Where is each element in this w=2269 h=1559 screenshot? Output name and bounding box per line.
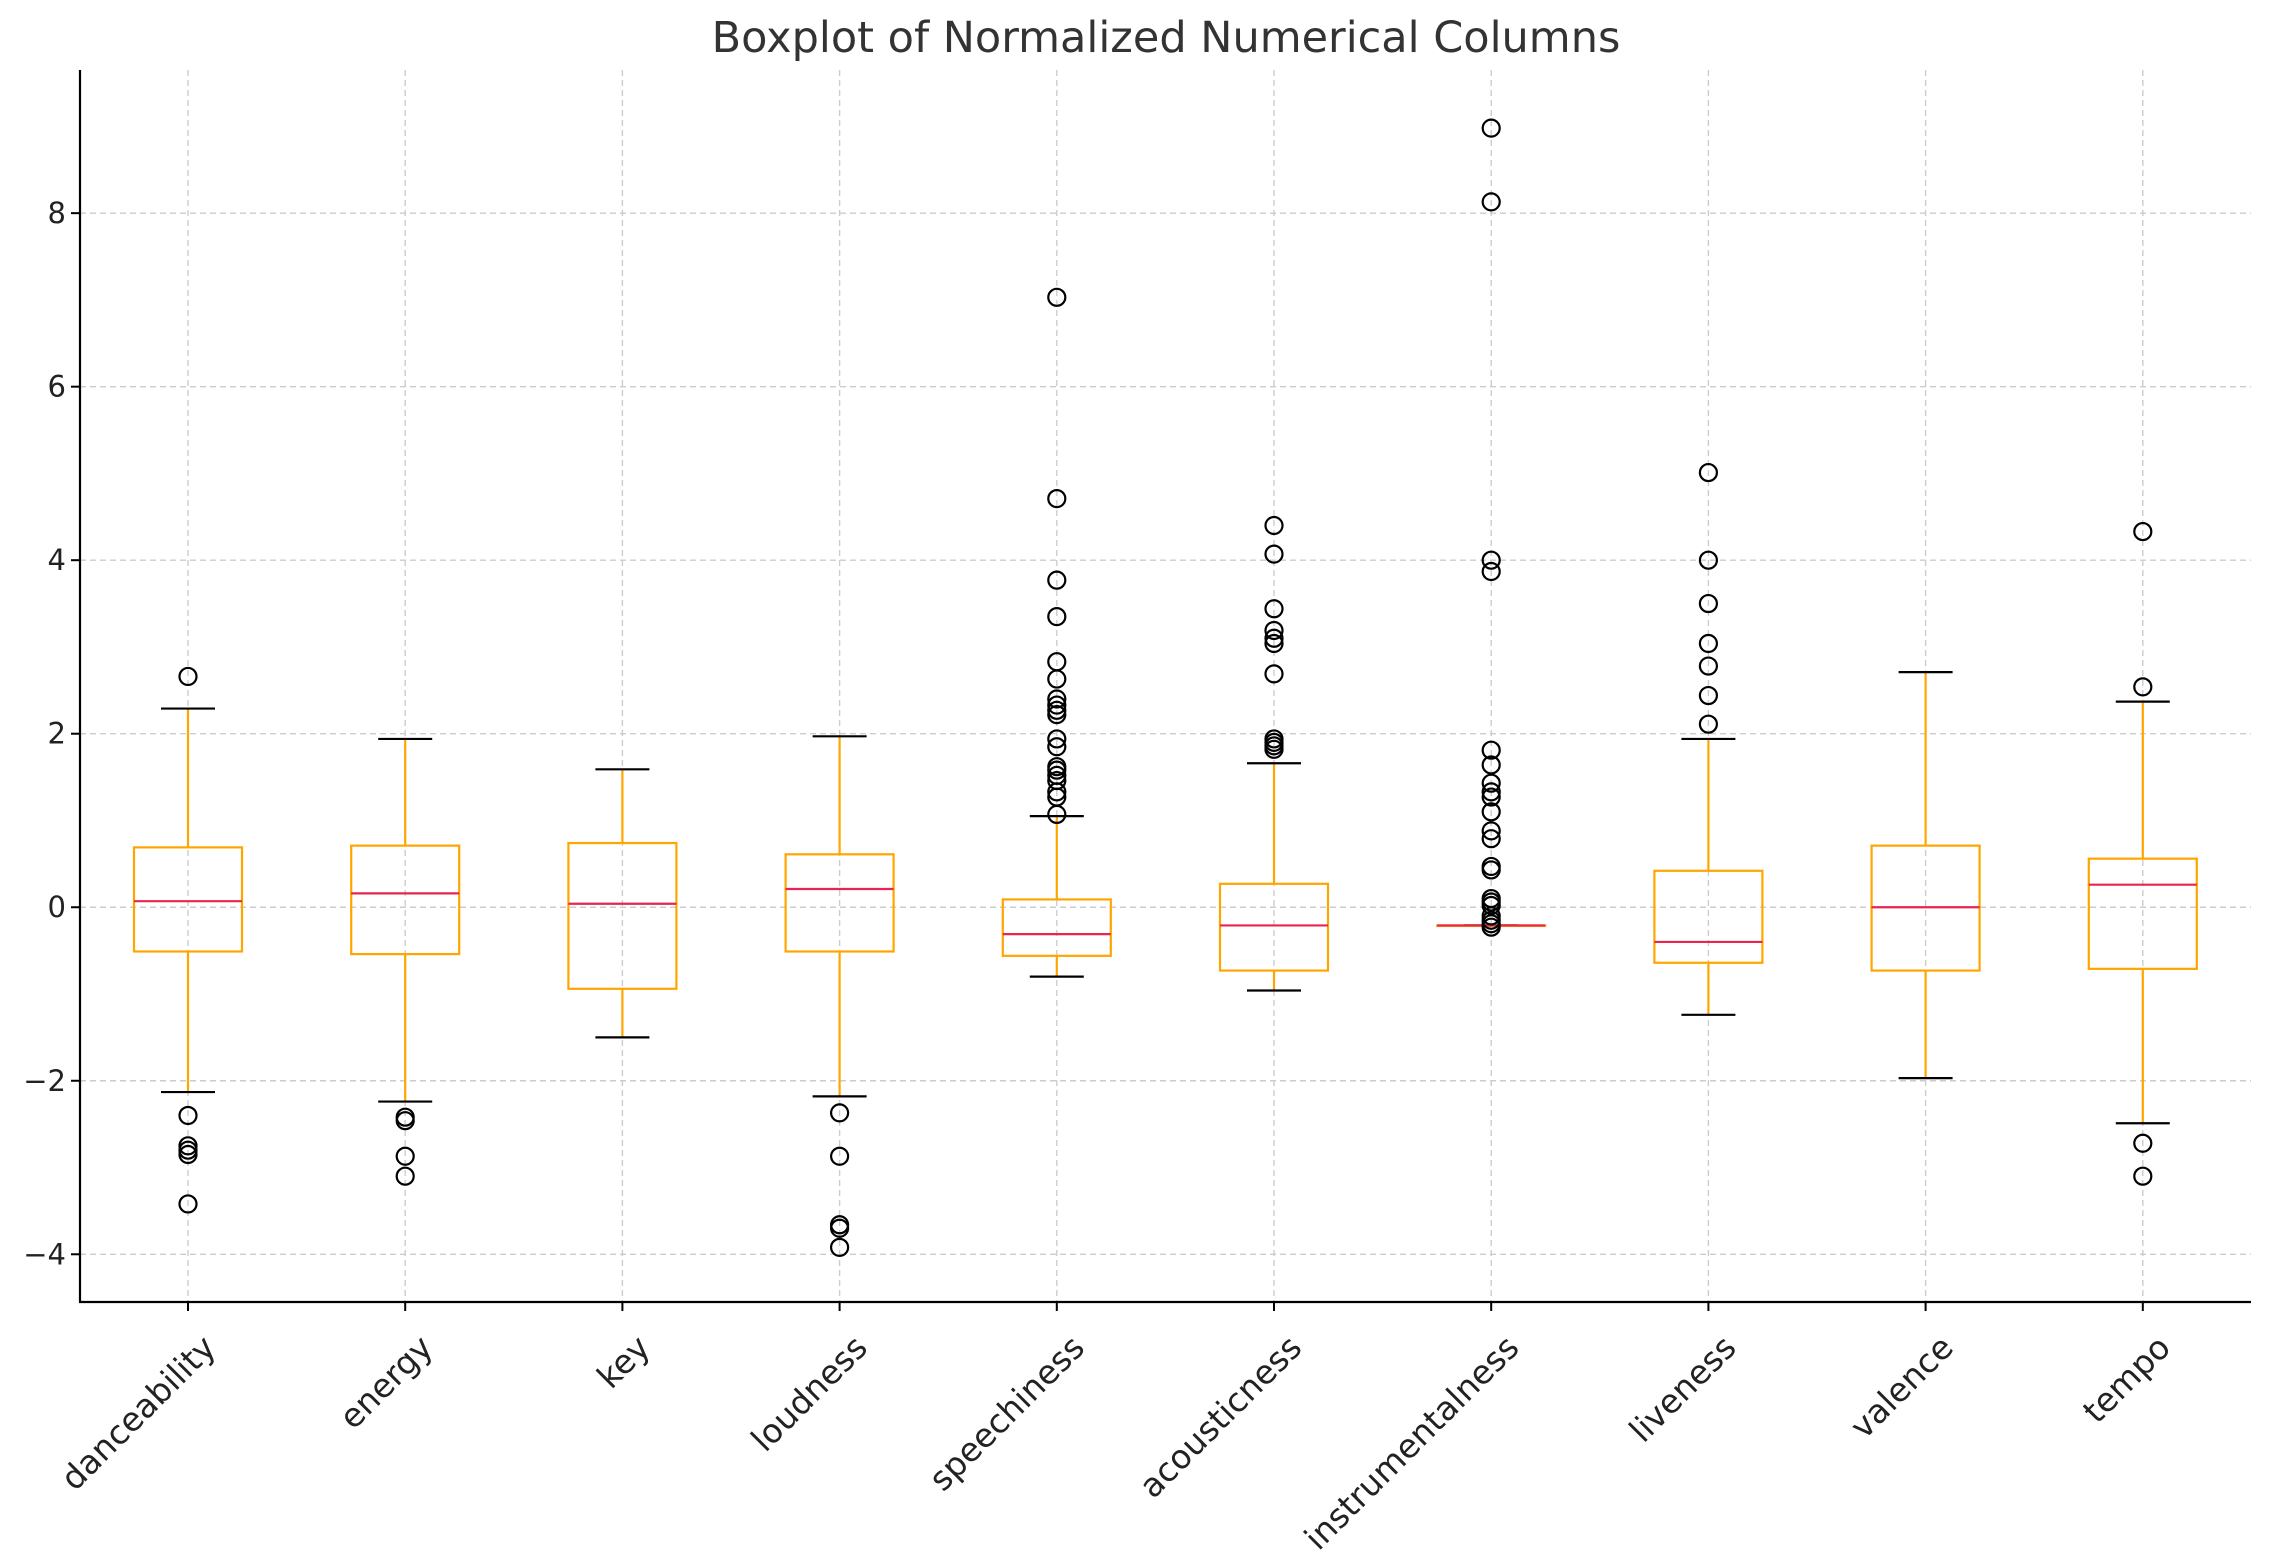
x-tick-label: speechiness (921, 1328, 1092, 1499)
tick-labels: −4 −2 0 2 4 6 8 danceability energy key loudness sp… (23, 196, 2178, 1557)
outlier-point (1047, 606, 1067, 627)
outlier-point (2133, 677, 2153, 697)
outlier-point (1047, 729, 1067, 749)
iqr-box (350, 844, 461, 956)
outlier-point (1481, 829, 1501, 849)
outlier-point (178, 666, 198, 687)
outlier-point (1698, 593, 1719, 614)
iqr-box (1653, 869, 1764, 964)
outlier-point (1047, 760, 1067, 780)
outlier-point (1047, 488, 1067, 509)
iqr-box (1218, 882, 1330, 972)
x-tick-label: tempo (2075, 1328, 2178, 1431)
outlier-point (1264, 599, 1284, 619)
outlier-point (178, 1105, 198, 1126)
outlier-point (1481, 821, 1501, 841)
chart-title: Boxplot of Normalized Numerical Columns (712, 13, 1621, 63)
outlier-point (395, 1111, 415, 1131)
outlier-point (395, 1166, 415, 1186)
outlier-point (1481, 192, 1501, 212)
outlier-point (1047, 570, 1067, 590)
box-danceability (132, 666, 244, 1214)
outlier-point (1481, 561, 1501, 582)
iqr-box (567, 841, 678, 990)
iqr-box (1001, 898, 1112, 957)
outlier-point (1264, 515, 1284, 536)
x-tick-label: liveness (1621, 1328, 1743, 1450)
x-tick-label: danceability (53, 1328, 223, 1498)
outlier-point (829, 1218, 850, 1238)
axes (78, 70, 2251, 1304)
outlier-point (1264, 628, 1284, 648)
outlier-point (178, 1194, 198, 1214)
y-tick-label: −2 (23, 1064, 66, 1098)
y-tick-label: 4 (48, 543, 66, 577)
outlier-point (1481, 895, 1501, 916)
iqr-box (132, 846, 244, 953)
x-tick-label: energy (332, 1328, 441, 1437)
box-energy (350, 737, 461, 1186)
outlier-point (1481, 917, 1501, 937)
outlier-point (1481, 802, 1501, 822)
x-tick-label: key (589, 1328, 657, 1396)
boxes (132, 118, 2198, 1257)
x-tick-label: instrumentalness (1297, 1328, 1527, 1558)
outlier-point (2133, 521, 2153, 542)
outlier-point (1698, 656, 1719, 676)
outlier-point (1481, 755, 1501, 775)
iqr-box (2087, 857, 2198, 970)
box-speechiness (1001, 287, 1112, 978)
outlier-point (1047, 782, 1067, 802)
outlier-point (1698, 685, 1719, 706)
outlier-point (1264, 620, 1284, 641)
box-key (567, 768, 678, 1039)
x-tick-label: valence (1842, 1328, 1961, 1447)
outlier-point (1481, 773, 1501, 793)
outlier-point (1264, 544, 1284, 564)
outlier-point (1481, 782, 1501, 802)
outlier-point (1047, 689, 1067, 709)
outlier-point (178, 1144, 198, 1165)
iqr-box (784, 853, 895, 953)
y-tick-label: −4 (23, 1237, 66, 1271)
outlier-point (1481, 118, 1501, 138)
outlier-point (2133, 1166, 2153, 1186)
outlier-point (1264, 739, 1284, 759)
outlier-point (829, 1146, 850, 1166)
y-tick-label: 2 (48, 717, 66, 751)
outlier-point (2133, 1133, 2153, 1153)
outlier-point (1264, 664, 1284, 684)
outlier-point (1047, 695, 1067, 715)
outlier-point (1481, 740, 1501, 760)
outlier-point (1481, 860, 1501, 880)
outlier-point (1047, 287, 1067, 307)
outlier-point (1047, 669, 1067, 689)
box-loudness (784, 735, 895, 1257)
outlier-point (395, 1146, 415, 1166)
y-tick-label: 6 (48, 370, 66, 404)
box-acousticness (1218, 515, 1330, 992)
outlier-point (1047, 804, 1067, 825)
box-valence (1870, 671, 1981, 1080)
outlier-point (829, 1237, 850, 1257)
outlier-point (1698, 633, 1719, 654)
outlier-point (1481, 787, 1501, 807)
outlier-point (1264, 633, 1284, 654)
x-tick-label: acousticness (1131, 1328, 1309, 1506)
outlier-point (1698, 462, 1719, 483)
y-tick-label: 0 (48, 890, 66, 924)
outlier-point (1698, 550, 1719, 570)
outlier-point (1047, 737, 1067, 757)
x-tick-label: loudness (743, 1328, 874, 1459)
y-tick-label: 8 (48, 196, 66, 230)
outlier-point (1698, 714, 1719, 734)
outlier-point (829, 1103, 850, 1123)
outlier-point (1481, 550, 1501, 570)
box-liveness (1653, 462, 1764, 1016)
box-instrumentalness (1436, 118, 1547, 937)
outlier-point (1047, 705, 1067, 725)
box-tempo (2087, 521, 2198, 1186)
